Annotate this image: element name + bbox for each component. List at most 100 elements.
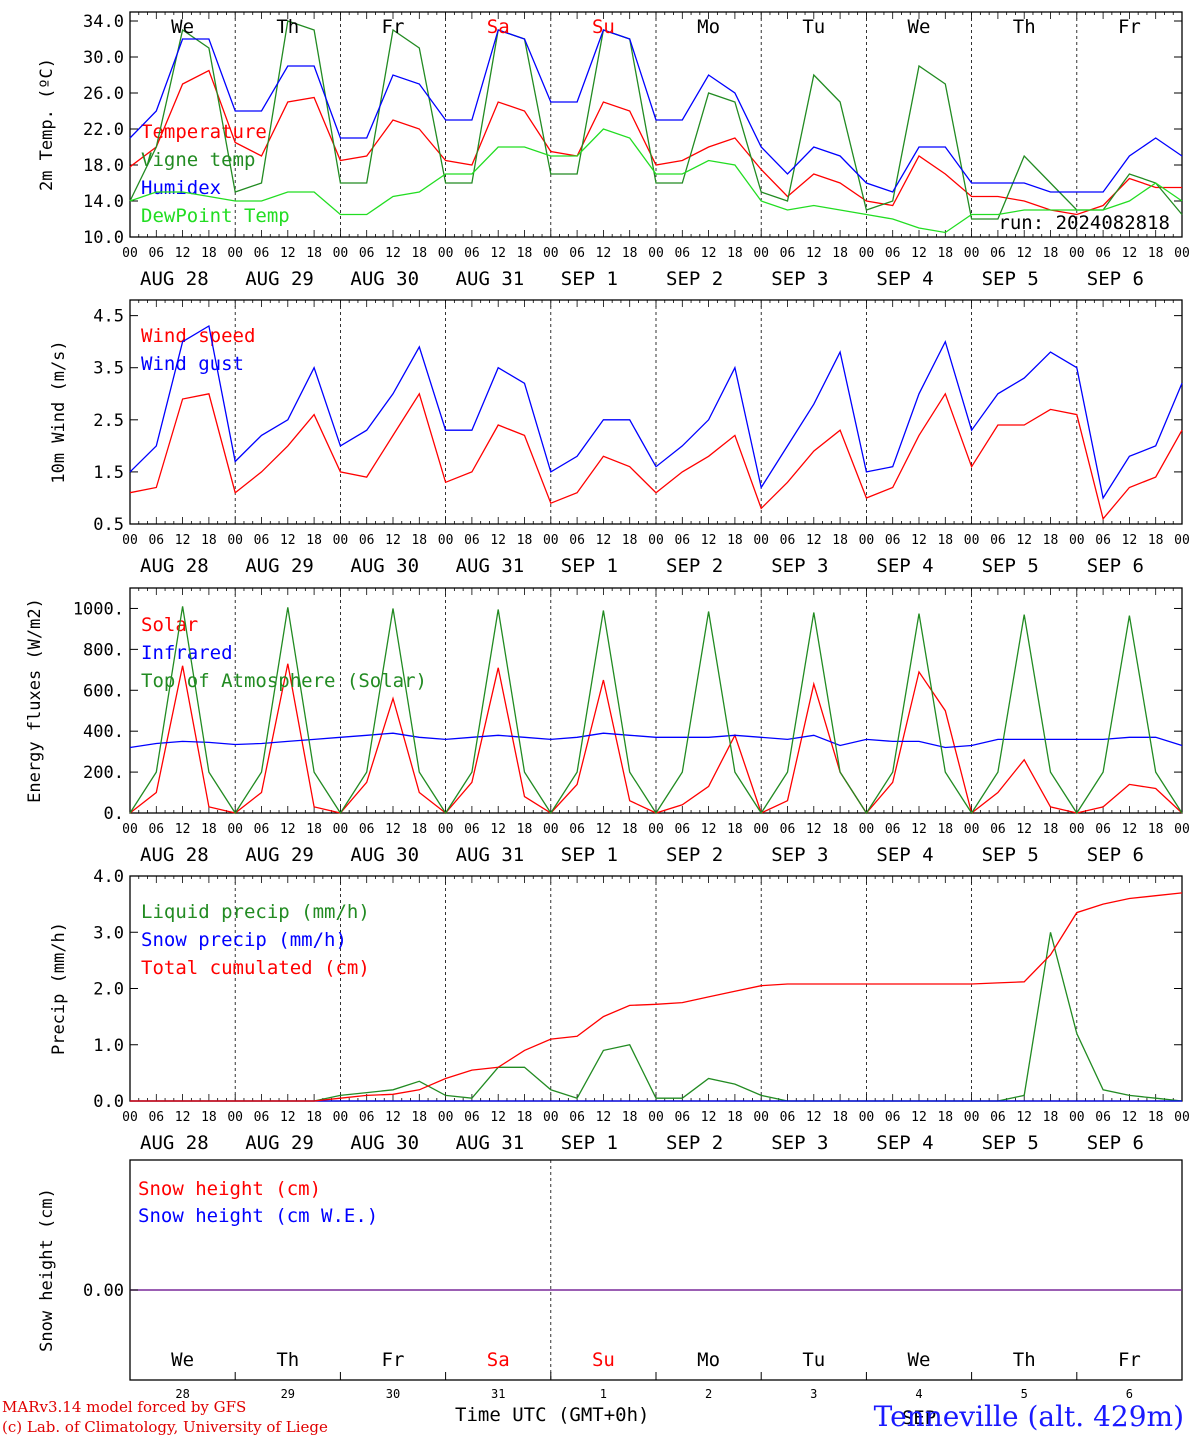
date-label: AUG 30	[350, 844, 419, 866]
hour-tick-label: 00	[1174, 1110, 1190, 1125]
hour-tick-label: 12	[175, 246, 191, 261]
hour-tick-label: 00	[859, 246, 875, 261]
hour-tick-label: 18	[937, 246, 953, 261]
hour-tick-label: 00	[227, 246, 243, 261]
date-label: AUG 31	[456, 268, 525, 290]
bottom-day-number: 31	[491, 1387, 505, 1401]
hour-tick-label: 00	[1069, 246, 1085, 261]
hour-tick-label: 00	[543, 246, 559, 261]
bottom-day-label: Th	[276, 1349, 299, 1371]
hour-tick-label: 12	[280, 246, 296, 261]
hour-tick-label: 18	[1043, 533, 1059, 548]
top-day-label: Fr	[382, 16, 405, 38]
hour-tick-label: 00	[122, 822, 138, 837]
legend-wind-speed: Wind speed	[141, 325, 255, 347]
hour-tick-label: 06	[780, 822, 796, 837]
date-label: AUG 30	[350, 555, 419, 577]
date-label: SEP 4	[876, 1132, 933, 1154]
y-tick-label: 600.	[83, 681, 124, 701]
y-axis-label: Precip (mm/h)	[49, 922, 69, 1055]
model-credit: MARv3.14 model forced by GFS	[2, 1398, 247, 1416]
date-label: SEP 4	[876, 555, 933, 577]
hour-tick-label: 00	[438, 246, 454, 261]
y-tick-label: 3.0	[93, 923, 124, 943]
hour-tick-label: 18	[201, 533, 217, 548]
series-line-dewpoint-temp	[129, 128, 1183, 234]
hour-tick-label: 18	[937, 822, 953, 837]
hour-tick-label: 18	[517, 533, 533, 548]
date-label: SEP 3	[771, 1132, 828, 1154]
y-tick-label: 4.5	[93, 307, 124, 327]
hour-tick-label: 06	[1095, 822, 1111, 837]
hour-tick-label: 00	[543, 1110, 559, 1125]
hour-tick-label: 00	[753, 533, 769, 548]
date-label: AUG 28	[140, 844, 209, 866]
hour-tick-label: 12	[806, 246, 822, 261]
hour-tick-label: 18	[1043, 246, 1059, 261]
hour-tick-label: 00	[438, 822, 454, 837]
legend-solar: Solar	[141, 614, 198, 636]
date-label: AUG 31	[456, 1132, 525, 1154]
date-label: SEP 1	[561, 1132, 618, 1154]
top-day-label: Tu	[802, 16, 825, 38]
bottom-day-number: 29	[281, 1387, 295, 1401]
hour-tick-label: 06	[254, 1110, 270, 1125]
top-day-label: Sa	[487, 16, 510, 38]
hour-tick-label: 06	[569, 822, 585, 837]
hour-tick-label: 06	[148, 822, 164, 837]
y-tick-label: 0.00	[83, 1281, 124, 1301]
hour-tick-label: 00	[648, 246, 664, 261]
hour-tick-label: 06	[254, 822, 270, 837]
date-label: SEP 5	[982, 268, 1039, 290]
hour-tick-label: 00	[1069, 533, 1085, 548]
hour-tick-label: 12	[911, 533, 927, 548]
hour-tick-label: 18	[306, 533, 322, 548]
hour-tick-label: 00	[1069, 822, 1085, 837]
date-label: AUG 29	[245, 844, 314, 866]
hour-tick-label: 12	[911, 246, 927, 261]
hour-tick-label: 12	[701, 533, 717, 548]
date-label: SEP 5	[982, 844, 1039, 866]
hour-tick-label: 00	[648, 533, 664, 548]
series-line-vigne-temp	[129, 20, 1183, 220]
legend-snow-height-cm-: Snow height (cm)	[138, 1178, 321, 1200]
legend-wind-gust: Wind gust	[141, 353, 244, 375]
hour-tick-label: 12	[280, 533, 296, 548]
date-label: AUG 31	[456, 844, 525, 866]
bottom-day-label: We	[171, 1349, 194, 1371]
y-axis-label: Energy fluxes (W/m2)	[25, 598, 45, 803]
date-label: SEP 5	[982, 1132, 1039, 1154]
hour-tick-label: 06	[359, 246, 375, 261]
bottom-day-number: 5	[1021, 1387, 1028, 1401]
run-label: run: 2024082818	[998, 212, 1170, 234]
hour-tick-label: 00	[227, 822, 243, 837]
y-axis-label: Snow height (cm)	[37, 1188, 57, 1352]
hour-tick-label: 06	[464, 822, 480, 837]
hour-tick-label: 18	[832, 246, 848, 261]
hour-tick-label: 00	[964, 533, 980, 548]
hour-tick-label: 18	[517, 246, 533, 261]
hour-tick-label: 18	[937, 1110, 953, 1125]
hour-tick-label: 00	[122, 533, 138, 548]
hour-tick-label: 00	[543, 822, 559, 837]
hour-tick-label: 18	[517, 822, 533, 837]
legend-snow-height-cm-w-e-: Snow height (cm W.E.)	[138, 1205, 378, 1227]
hour-tick-label: 00	[227, 533, 243, 548]
y-tick-label: 14.0	[83, 192, 124, 212]
legend-humidex: Humidex	[141, 177, 221, 199]
hour-tick-label: 12	[1122, 533, 1138, 548]
y-tick-label: 18.0	[83, 156, 124, 176]
hour-tick-label: 12	[596, 1110, 612, 1125]
hour-tick-label: 12	[596, 533, 612, 548]
hour-tick-label: 12	[806, 1110, 822, 1125]
top-day-label: Su	[592, 16, 615, 38]
hour-tick-label: 18	[622, 1110, 638, 1125]
y-tick-label: 2.0	[93, 980, 124, 1000]
hour-tick-label: 12	[806, 533, 822, 548]
panel-frame	[129, 299, 1183, 525]
date-label: SEP 6	[1087, 555, 1144, 577]
hour-tick-label: 00	[227, 1110, 243, 1125]
date-label: SEP 2	[666, 268, 723, 290]
hour-tick-label: 06	[990, 1110, 1006, 1125]
